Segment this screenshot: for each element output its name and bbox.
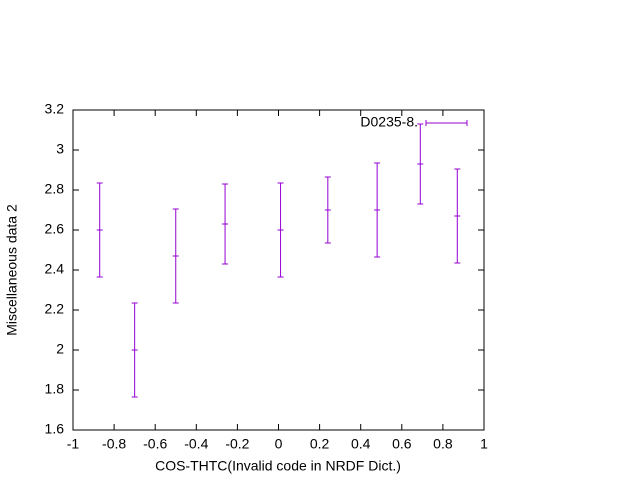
- y-tick-label: 3.2: [45, 101, 65, 117]
- y-tick-label: 3: [56, 141, 64, 157]
- x-tick-label: -0.6: [143, 436, 167, 452]
- legend-label: D0235-8.: [360, 114, 418, 130]
- y-tick-label: 2: [56, 341, 64, 357]
- x-tick-label: -0.2: [225, 436, 249, 452]
- y-tick-label: 2.6: [45, 221, 65, 237]
- y-tick-label: 2.8: [45, 181, 65, 197]
- x-tick-label: -0.8: [102, 436, 126, 452]
- x-tick-label: 0.2: [310, 436, 330, 452]
- y-tick-label: 1.8: [45, 381, 65, 397]
- x-tick-label: 0.4: [351, 436, 371, 452]
- x-tick-label: -0.4: [184, 436, 208, 452]
- y-axis-label: Miscellaneous data 2: [4, 204, 20, 336]
- y-tick-label: 2.4: [45, 261, 65, 277]
- y-tick-label: 2.2: [45, 301, 65, 317]
- x-axis-label: COS-THTC(Invalid code in NRDF Dict.): [155, 458, 401, 474]
- x-tick-label: 1: [480, 436, 488, 452]
- x-tick-label: -1: [67, 436, 80, 452]
- y-tick-label: 1.6: [45, 421, 65, 437]
- x-tick-label: 0.8: [433, 436, 453, 452]
- x-tick-label: 0: [275, 436, 283, 452]
- x-tick-label: 0.6: [392, 436, 412, 452]
